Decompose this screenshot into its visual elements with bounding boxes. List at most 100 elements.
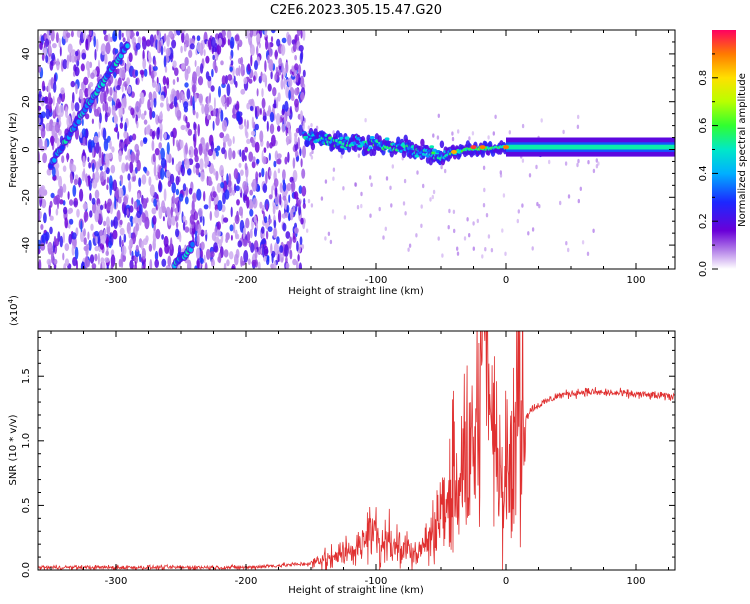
heatmap-speckle <box>160 147 165 161</box>
heatmap-speckle <box>102 127 107 141</box>
scale-factor-label: (x104) <box>7 295 20 326</box>
heatmap-speckle <box>211 68 214 78</box>
heatmap-speckle <box>166 142 170 155</box>
heatmap-faint-speckle <box>451 131 454 136</box>
heatmap-speckle <box>212 108 217 117</box>
heatmap-speckle <box>148 91 153 101</box>
heatmap-speckle <box>261 205 265 212</box>
heatmap-speckle <box>154 59 157 68</box>
heatmap-speckle <box>128 52 133 63</box>
heatmap-speckle <box>106 264 109 269</box>
heatmap-speckle <box>267 226 273 233</box>
heatmap-speckle <box>158 142 162 149</box>
heatmap-speckle <box>167 180 172 187</box>
heatmap-speckle <box>121 162 126 174</box>
heatmap-speckle <box>282 169 286 181</box>
heatmap-speckle <box>146 197 149 203</box>
heatmap-speckle <box>296 30 301 37</box>
heatmap-speckle <box>135 222 140 232</box>
heatmap-faint-speckle <box>508 130 511 135</box>
heatmap-speckle <box>201 103 205 115</box>
heatmap-speckle <box>72 184 77 197</box>
heatmap-speckle <box>295 74 299 83</box>
heatmap-speckle <box>164 65 168 73</box>
heatmap-speckle <box>196 258 200 269</box>
heatmap-speckle <box>236 100 239 113</box>
heatmap-speckle <box>154 250 159 261</box>
heatmap-speckle <box>152 215 157 225</box>
heatmap-speckle <box>276 158 282 165</box>
heatmap-speckle <box>87 35 91 48</box>
heatmap-speckle <box>110 262 114 269</box>
heatmap-speckle <box>55 194 61 205</box>
heatmap-speckle <box>210 258 215 268</box>
heatmap-speckle <box>263 245 269 257</box>
heatmap-band-halo <box>420 138 425 147</box>
heatmap-speckle <box>181 31 185 44</box>
heatmap-speckle <box>208 114 212 121</box>
heatmap-speckle <box>93 135 99 144</box>
heatmap-speckle <box>213 97 216 110</box>
heatmap-speckle <box>90 72 95 79</box>
heatmap-speckle <box>296 240 299 252</box>
heatmap-speckle <box>239 186 242 194</box>
heatmap-faint-speckle <box>311 149 314 155</box>
heatmap-speckle <box>290 208 294 221</box>
heatmap-speckle <box>82 136 86 147</box>
heatmap-faint-speckle <box>415 233 418 238</box>
heatmap-speckle <box>105 216 110 228</box>
heatmap-speckle <box>112 229 118 240</box>
heatmap-speckle <box>220 109 224 122</box>
top-y-axis-label: Frequency (Hz) <box>8 112 19 188</box>
heatmap-speckle <box>164 132 167 140</box>
heatmap-speckle <box>158 179 162 192</box>
heatmap-faint-speckle <box>429 197 432 202</box>
heatmap-speckle <box>125 155 129 161</box>
heatmap-speckle <box>206 156 210 166</box>
heatmap-speckle <box>198 93 203 104</box>
heatmap-speckle <box>177 142 181 152</box>
heatmap-speckle <box>87 231 90 240</box>
heatmap-faint-speckle <box>416 170 419 175</box>
heatmap-speckle <box>176 76 179 83</box>
heatmap-speckle <box>212 120 215 131</box>
heatmap-speckle <box>212 54 215 61</box>
heatmap-speckle <box>47 243 52 249</box>
heatmap-speckle <box>195 65 201 77</box>
heatmap-speckle <box>285 262 290 269</box>
heatmap-faint-speckle <box>472 246 475 251</box>
heatmap-peak <box>479 145 486 150</box>
heatmap-speckle <box>50 30 55 42</box>
heatmap-speckle <box>229 55 232 61</box>
heatmap-faint-speckle <box>531 227 535 232</box>
heatmap-speckle <box>137 36 142 45</box>
heatmap-speckle <box>141 248 146 260</box>
heatmap-speckle <box>123 131 128 139</box>
heatmap-faint-speckle <box>471 131 475 136</box>
bottom-y-tick-label: 1.0 <box>21 433 32 449</box>
heatmap-speckle <box>299 236 303 246</box>
heatmap-speckle <box>230 206 233 218</box>
heatmap-speckle <box>64 258 70 267</box>
heatmap-faint-speckle <box>595 164 599 169</box>
heatmap-speckle <box>284 156 288 165</box>
heatmap-speckle <box>287 125 291 136</box>
heatmap-faint-speckle <box>407 247 410 252</box>
heatmap-speckle <box>298 204 302 216</box>
heatmap-speckle <box>198 207 203 217</box>
heatmap-speckle <box>83 168 86 178</box>
heatmap-speckle <box>56 102 60 116</box>
heatmap-speckle <box>121 32 124 38</box>
heatmap-speckle <box>53 258 58 265</box>
heatmap-speckle <box>47 101 52 111</box>
heatmap-speckle <box>183 44 187 52</box>
heatmap-speckle <box>247 63 251 72</box>
heatmap-speckle <box>249 228 253 239</box>
heatmap-speckle <box>221 119 228 132</box>
heatmap-faint-speckle <box>494 114 497 120</box>
heatmap-speckle <box>129 259 134 269</box>
heatmap-speckle <box>110 219 114 228</box>
heatmap-speckle <box>182 215 186 221</box>
heatmap-faint-speckle <box>342 186 345 191</box>
heatmap-faint-speckle <box>364 118 367 123</box>
